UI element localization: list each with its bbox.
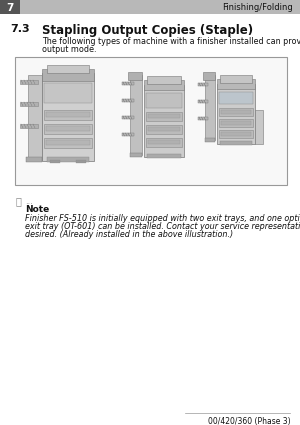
Bar — [146, 125, 182, 134]
Bar — [146, 112, 182, 121]
Bar — [128, 72, 142, 80]
Text: 00/420/360 (Phase 3): 00/420/360 (Phase 3) — [208, 417, 291, 425]
Bar — [220, 75, 252, 83]
Bar — [219, 119, 253, 127]
Bar — [130, 75, 142, 155]
Bar — [219, 92, 253, 104]
Bar — [20, 124, 38, 128]
Bar — [144, 85, 184, 157]
Text: Finisher FS-510 is initially equipped with two exit trays, and one optional: Finisher FS-510 is initially equipped wi… — [25, 214, 300, 223]
Bar — [46, 140, 90, 145]
Text: The following types of machine with a finisher installed can provide Staple: The following types of machine with a fi… — [42, 37, 300, 46]
Bar — [130, 153, 142, 157]
Bar — [221, 110, 251, 114]
Bar — [0, 0, 20, 14]
Bar — [255, 110, 263, 144]
Bar — [198, 117, 208, 120]
Text: Finishing/Folding: Finishing/Folding — [222, 3, 293, 12]
Bar — [122, 116, 134, 119]
Bar — [220, 141, 252, 145]
Bar — [221, 132, 251, 136]
Bar — [219, 130, 253, 138]
Bar — [221, 121, 251, 125]
Bar — [122, 82, 134, 85]
Bar — [146, 93, 182, 108]
Bar — [46, 112, 90, 117]
Bar — [148, 114, 180, 118]
Text: 7: 7 — [6, 3, 14, 12]
Bar — [42, 69, 94, 81]
Bar — [44, 110, 92, 120]
Bar — [203, 72, 215, 80]
Bar — [20, 102, 38, 106]
Bar — [76, 160, 86, 163]
Bar — [44, 124, 92, 134]
Bar — [0, 0, 300, 14]
Bar — [148, 127, 180, 131]
Text: output mode.: output mode. — [42, 45, 97, 54]
Bar — [15, 57, 287, 185]
Bar — [47, 65, 89, 73]
Bar — [217, 84, 255, 144]
Text: Note: Note — [25, 205, 49, 214]
Bar — [122, 99, 134, 102]
Text: 🔑: 🔑 — [16, 196, 22, 206]
Text: Stapling Output Copies (Staple): Stapling Output Copies (Staple) — [42, 24, 253, 37]
Text: 7.3: 7.3 — [10, 24, 30, 34]
Bar — [198, 100, 208, 103]
Bar — [26, 157, 42, 162]
Text: exit tray (OT-601) can be installed. Contact your service representative, if: exit tray (OT-601) can be installed. Con… — [25, 222, 300, 231]
Bar — [50, 160, 60, 163]
Bar — [148, 140, 180, 144]
Bar — [28, 75, 42, 160]
Bar — [46, 126, 90, 131]
Bar — [122, 133, 134, 136]
Bar — [217, 79, 255, 89]
Bar — [147, 154, 181, 158]
Bar — [198, 83, 208, 86]
Bar — [144, 80, 184, 90]
Bar — [20, 80, 38, 84]
Text: desired. (Already installed in the above illustration.): desired. (Already installed in the above… — [25, 230, 233, 239]
Bar — [42, 73, 94, 161]
Bar — [219, 108, 253, 116]
Bar — [205, 75, 215, 140]
Bar — [47, 157, 89, 162]
Bar — [44, 83, 92, 103]
Bar — [147, 76, 181, 84]
Bar — [44, 138, 92, 148]
Bar — [146, 138, 182, 147]
Bar — [205, 138, 215, 142]
Text: ...: ... — [25, 197, 33, 206]
